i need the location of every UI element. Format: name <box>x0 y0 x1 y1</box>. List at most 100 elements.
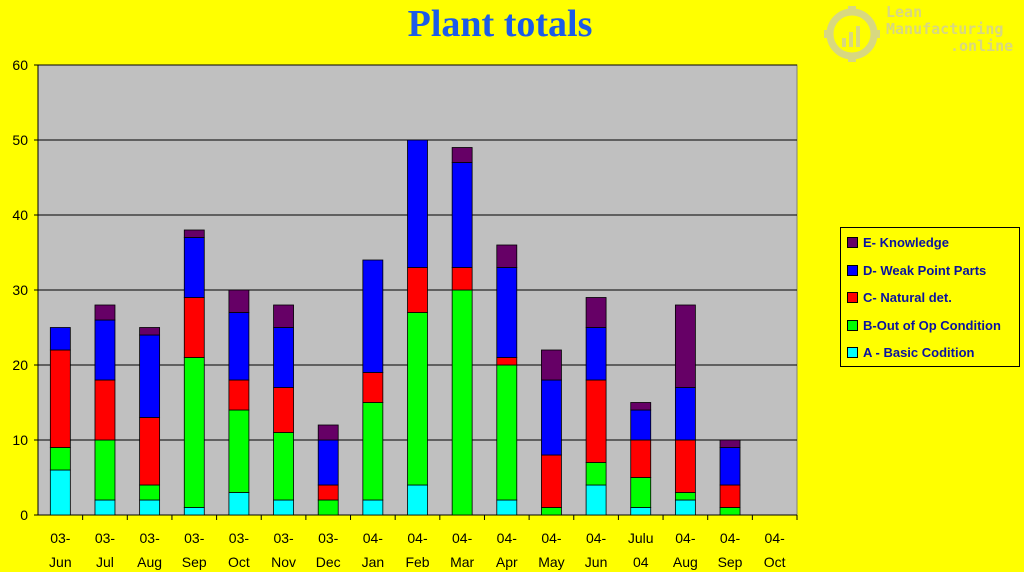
bar-segment-c <box>674 439 696 493</box>
bar-segment-a <box>496 499 518 516</box>
x-tick-label-line1: 03- <box>229 530 250 546</box>
y-tick-label: 0 <box>20 507 28 523</box>
bar-segment-c <box>541 454 562 508</box>
x-tick-label-line2: Mar <box>450 554 474 570</box>
bar-segment-e <box>719 439 741 448</box>
x-tick-label-line1: 03- <box>184 530 205 546</box>
bar-segment-c <box>228 379 250 411</box>
bar-segment-c <box>183 297 205 358</box>
bar-segment-d <box>228 312 250 381</box>
bar-segment-d <box>496 267 518 358</box>
bar-segment-a <box>585 484 607 516</box>
legend-label: A - Basic Codition <box>863 345 975 360</box>
bar-segment-d <box>674 387 696 441</box>
bar-segment-a <box>49 469 71 516</box>
bar-segment-b <box>496 364 518 501</box>
bar-segment-e <box>541 349 562 381</box>
x-tick-label-line2: Aug <box>673 554 698 570</box>
x-tick-label-line1: 04- <box>586 530 607 546</box>
x-tick-label-line1: 03- <box>50 530 71 546</box>
bar-segment-b <box>317 499 339 516</box>
bar-segment-d <box>719 447 741 486</box>
y-tick-label: 40 <box>12 207 28 223</box>
bar-segment-e <box>183 229 205 238</box>
legend-swatch <box>847 347 858 359</box>
x-tick-label-line1: 04- <box>541 530 562 546</box>
y-tick-label: 30 <box>12 282 28 298</box>
x-tick-label-line2: Aug <box>137 554 162 570</box>
logo-text: Lean Manufacturing .online <box>886 3 1014 55</box>
bar-segment-c <box>719 484 741 508</box>
x-tick-label-line2: Sep <box>182 554 207 570</box>
y-tick-label: 60 <box>12 57 28 73</box>
x-tick-label-line2: Feb <box>405 554 429 570</box>
y-tick-label: 10 <box>12 432 28 448</box>
x-tick-label-line1: 03- <box>318 530 339 546</box>
bar-segment-b <box>183 357 205 508</box>
legend-label: E- Knowledge <box>863 235 949 250</box>
bar-segment-a <box>94 499 116 516</box>
legend-swatch <box>847 319 858 331</box>
x-tick-label-line2: Jun <box>49 554 72 570</box>
bar-segment-b <box>719 507 741 516</box>
x-tick-label-line2: Oct <box>228 554 250 570</box>
x-tick-label-line1: 04- <box>765 530 786 546</box>
y-tick-label: 50 <box>12 132 28 148</box>
x-tick-label-line2: May <box>538 554 564 570</box>
x-tick-label-line1: 03- <box>140 530 161 546</box>
bar-segment-c <box>49 349 71 448</box>
x-tick-label-line1: 03- <box>95 530 116 546</box>
bar-segment-c <box>317 484 339 501</box>
bar-segment-e <box>139 327 161 336</box>
x-tick-label-line2: Jul <box>96 554 114 570</box>
bar-segment-c <box>362 372 384 403</box>
x-tick-label-line1: Julu <box>628 530 654 546</box>
bar-segment-a <box>630 507 652 516</box>
x-tick-label-line2: 04 <box>633 554 649 570</box>
bar-segment-a <box>139 499 161 516</box>
bar-segment-c <box>585 379 607 463</box>
plot-area-group: 0 10 20 30 40 50 60 03- Jun 03- Jul 03- Aug 03- Sep 03-… <box>12 57 798 570</box>
bar-segment-b <box>49 447 71 471</box>
bar-segment-c <box>94 379 116 441</box>
x-tick-label-line2: Oct <box>764 554 786 570</box>
legend-label: C- Natural det. <box>863 290 952 305</box>
legend-item-d: D- Weak Point Parts <box>847 263 986 279</box>
bar-segment-a <box>674 499 696 516</box>
bar-segment-e <box>496 244 518 268</box>
bar-segment-e <box>228 289 250 313</box>
bar-segment-d <box>94 319 116 381</box>
bar-segment-b <box>228 409 250 493</box>
bar-segment-e <box>451 147 473 163</box>
x-tick-label-line1: 03- <box>273 530 294 546</box>
bar-segment-b <box>362 402 384 501</box>
bar-segment-d <box>407 139 428 268</box>
bar-segment-c <box>630 439 652 478</box>
bar-segment-b <box>139 484 161 501</box>
bar-segment-d <box>273 327 294 388</box>
legend-item-a: A - Basic Codition <box>847 345 974 361</box>
chart-title: Plant totals <box>407 3 593 45</box>
legend-swatch <box>847 292 858 304</box>
bar-segment-e <box>674 304 696 388</box>
x-tick-label-line2: Apr <box>496 554 518 570</box>
y-tick-label: 20 <box>12 357 28 373</box>
gear-chart-icon <box>824 6 880 62</box>
bar-segment-c <box>496 357 518 366</box>
bar-segment-e <box>317 424 339 441</box>
bar-segment-e <box>273 304 294 328</box>
bar-segment-d <box>317 439 339 486</box>
bar-segment-d <box>362 259 384 373</box>
bar-segment-c <box>407 267 428 313</box>
bar-segment-a <box>228 492 250 516</box>
bar-segment-d <box>49 327 71 351</box>
legend-swatch <box>847 264 858 276</box>
x-tick-label-line1: 04- <box>452 530 473 546</box>
bar-segment-b <box>674 492 696 501</box>
bar-segment-d <box>541 379 562 456</box>
x-tick-label-line2: Dec <box>316 554 341 570</box>
bar-segment-b <box>94 439 116 501</box>
bar-segment-c <box>273 387 294 433</box>
x-tick-label-line2: Sep <box>718 554 743 570</box>
